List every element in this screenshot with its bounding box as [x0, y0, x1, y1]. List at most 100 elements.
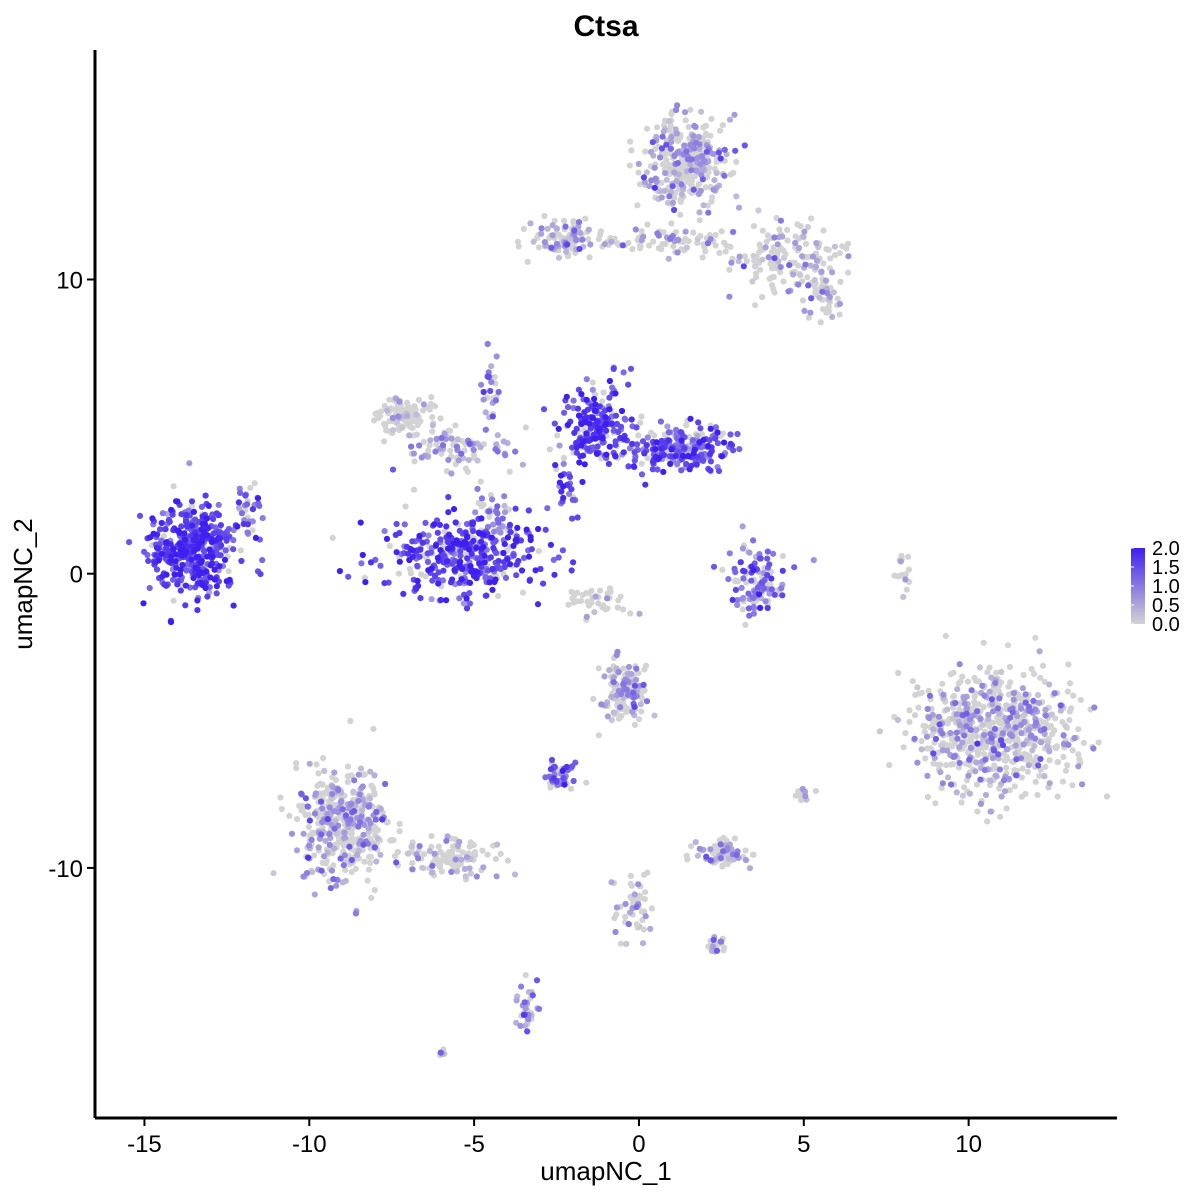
data-point: [958, 799, 965, 806]
data-point: [163, 539, 170, 546]
data-point: [210, 530, 217, 537]
data-point: [396, 820, 403, 828]
x-tick-label: 10: [955, 1131, 982, 1158]
data-point: [348, 829, 355, 836]
data-point: [492, 576, 499, 583]
data-point: [702, 184, 709, 191]
data-point: [754, 584, 762, 591]
data-point: [647, 925, 654, 933]
data-point: [347, 816, 354, 823]
data-point: [472, 509, 479, 516]
data-point: [932, 800, 939, 807]
data-point: [924, 705, 931, 713]
data-point: [687, 415, 694, 422]
data-point: [1054, 759, 1062, 766]
data-point: [335, 838, 342, 845]
data-point: [1004, 642, 1012, 649]
data-point: [697, 232, 704, 240]
data-point: [940, 691, 947, 698]
data-point: [476, 560, 483, 567]
data-point: [485, 374, 492, 381]
data-point: [339, 806, 346, 813]
data-point: [633, 903, 640, 911]
data-point: [238, 557, 245, 565]
data-point: [447, 427, 454, 434]
data-point: [961, 784, 968, 791]
data-point: [1042, 712, 1049, 719]
data-point: [635, 881, 642, 888]
data-point: [720, 834, 727, 842]
data-point: [613, 904, 621, 911]
data-point: [177, 571, 184, 578]
data-point: [694, 852, 702, 859]
x-tick-label: -10: [292, 1131, 327, 1158]
data-point: [964, 678, 972, 685]
data-point: [1018, 705, 1025, 712]
data-point: [637, 419, 644, 426]
data-point: [914, 759, 921, 766]
data-point: [170, 546, 177, 553]
data-point: [719, 566, 726, 574]
data-point: [954, 686, 961, 693]
data-point: [428, 833, 435, 840]
data-point: [484, 340, 491, 348]
data-point: [249, 527, 256, 534]
data-point: [357, 519, 364, 526]
data-point: [944, 706, 951, 713]
data-point: [494, 432, 501, 439]
data-point: [428, 596, 435, 603]
data-point: [417, 546, 424, 553]
data-point: [225, 568, 232, 575]
data-point: [740, 263, 747, 270]
data-point: [812, 263, 820, 270]
data-point: [692, 167, 700, 174]
data-point: [935, 713, 943, 720]
data-point: [319, 819, 326, 826]
data-point: [440, 567, 447, 574]
data-point: [435, 580, 442, 587]
data-point: [309, 829, 316, 836]
data-point: [463, 605, 471, 612]
data-point: [490, 521, 497, 528]
data-point: [564, 404, 572, 411]
data-point: [641, 179, 649, 186]
data-point: [1003, 805, 1010, 812]
data-point: [627, 138, 634, 145]
data-point: [606, 443, 613, 450]
data-point: [559, 547, 567, 554]
data-point: [240, 520, 247, 528]
data-point: [743, 258, 750, 265]
data-point: [410, 486, 418, 493]
data-point: [939, 747, 947, 754]
data-point: [644, 869, 651, 876]
data-point: [622, 913, 629, 921]
data-point: [820, 260, 827, 267]
data-point: [457, 548, 464, 555]
data-point: [1057, 707, 1064, 714]
data-point: [726, 550, 733, 557]
data-point: [837, 278, 844, 285]
data-point: [717, 155, 724, 162]
data-point: [956, 744, 963, 751]
data-point: [177, 547, 184, 554]
data-point: [404, 413, 411, 420]
data-point: [1069, 747, 1076, 754]
data-point: [467, 563, 474, 570]
data-point: [902, 571, 909, 578]
data-point: [583, 396, 590, 403]
data-point: [713, 170, 720, 177]
data-point: [894, 716, 902, 724]
data-point: [450, 506, 458, 513]
data-point: [730, 169, 737, 176]
data-point: [810, 557, 817, 564]
data-point: [491, 374, 498, 381]
data-point: [981, 767, 988, 774]
data-point: [478, 503, 485, 510]
data-point: [466, 579, 474, 587]
data-point: [561, 409, 568, 416]
data-point: [342, 877, 349, 885]
data-point: [658, 145, 666, 152]
data-point: [172, 558, 179, 565]
data-point: [205, 502, 212, 509]
data-point: [843, 245, 850, 252]
